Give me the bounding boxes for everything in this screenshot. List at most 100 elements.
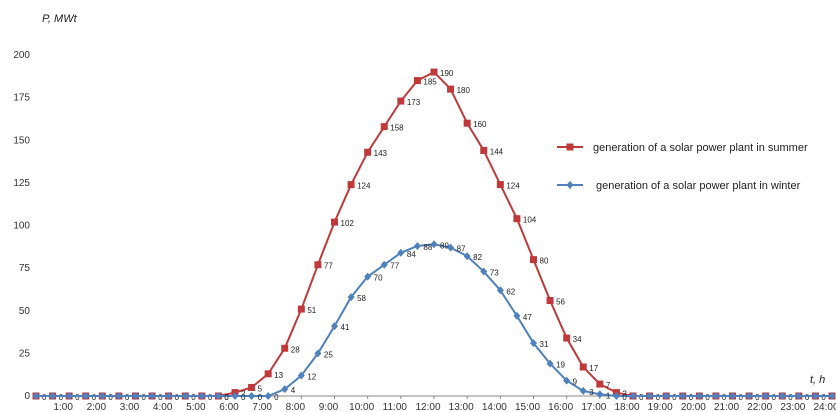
data-label: 77 [324,262,333,271]
data-label: 124 [357,182,371,191]
data-label: 58 [357,294,366,303]
y-tick-label: 0 [24,391,30,402]
data-label: 12 [307,373,316,382]
data-label: 77 [390,262,399,271]
data-point [281,385,289,394]
legend-label: generation of a solar power plant in sum… [593,142,808,154]
data-point [778,392,786,400]
series-summer: 0 0 0 0 0 0 0 0 0 0 0 0 2513285177102124143158173185… [32,68,836,402]
data-point [447,85,455,93]
data-label: 0 [739,393,744,402]
x-tick-label: 17:00 [581,402,606,412]
y-axis-title: P, MWt [42,13,78,25]
data-point [480,267,488,276]
data-label: 9 [573,378,578,387]
data-label: 173 [407,98,421,107]
data-point [264,392,272,400]
x-tick-label: 20:00 [681,402,706,412]
x-tick-label: 15:00 [515,402,540,412]
data-point [795,392,803,400]
data-point [347,293,355,302]
x-tick-label: 22:00 [747,402,772,412]
data-point [148,392,156,400]
legend-marker [566,181,574,189]
data-label: 0 [92,393,97,402]
data-point [695,392,703,400]
data-label: 0 [42,393,47,402]
y-tick-label: 125 [13,178,30,189]
series-layer: 0 0 0 0 0 0 0 0 0 0 0 0 2513285177102124143158173185… [32,68,836,402]
data-point [297,371,305,380]
data-label: 4 [291,386,296,395]
data-point [679,392,687,400]
data-point [496,286,504,295]
data-label: 62 [506,287,515,296]
data-label: 0 [639,393,644,402]
data-point [198,392,206,400]
legend-item-winter: generation of a solar power plant in win… [557,180,801,192]
data-label: 51 [307,306,316,315]
x-tick-label: 24:00 [813,402,836,412]
data-point [314,349,322,358]
data-label: 124 [506,182,520,191]
data-point [364,148,372,156]
data-point [662,392,670,400]
data-point [811,392,819,400]
data-label: 1 [606,391,611,400]
data-label: 0 [258,393,263,402]
data-label: 41 [341,323,350,332]
data-point [32,392,40,400]
data-label: 73 [490,269,499,278]
series-line [36,243,832,397]
data-label: 158 [390,124,404,133]
data-label: 3 [589,388,594,397]
data-label: 7 [606,381,611,390]
data-label: 0 [142,393,147,402]
data-label: 34 [573,335,582,344]
data-point [115,392,123,400]
data-label: 185 [423,78,437,87]
legend: generation of a solar power plant in sum… [557,142,808,192]
y-tick-label: 75 [19,263,31,274]
x-tick-label: 5:00 [186,402,206,412]
x-tick-label: 3:00 [120,402,140,412]
data-point [248,383,256,391]
data-point [828,392,836,400]
data-label: 87 [457,245,466,254]
data-point [214,392,222,400]
data-point [579,386,587,395]
data-label: 17 [589,364,598,373]
legend-marker [566,143,574,151]
data-point [447,243,455,252]
data-label: 89 [440,241,449,250]
data-label: 0 [821,393,826,402]
data-point [347,181,355,189]
data-point [132,392,139,400]
data-label: 143 [374,149,388,158]
y-tick-label: 175 [13,93,30,104]
data-point [264,370,272,378]
data-point [530,339,537,348]
x-tick-label: 12:00 [415,402,440,412]
data-point [49,392,57,400]
x-tick-label: 9:00 [319,402,339,412]
data-label: 0 [672,393,677,402]
data-point [712,392,720,400]
data-point [380,260,388,269]
data-label: 104 [523,216,537,225]
legend-item-summer: generation of a solar power plant in sum… [557,142,808,154]
data-label: 70 [374,274,383,283]
data-point [513,311,521,320]
data-point [231,392,239,400]
data-label: 0 [705,393,710,402]
x-tick-label: 19:00 [648,402,673,412]
x-tick-label: 16:00 [548,402,573,412]
data-point [563,376,571,385]
x-tick-label: 6:00 [219,402,239,412]
data-point [463,252,471,261]
data-point [397,248,405,257]
data-point [430,240,438,249]
data-label: 25 [324,350,333,359]
data-label: 56 [556,298,565,307]
